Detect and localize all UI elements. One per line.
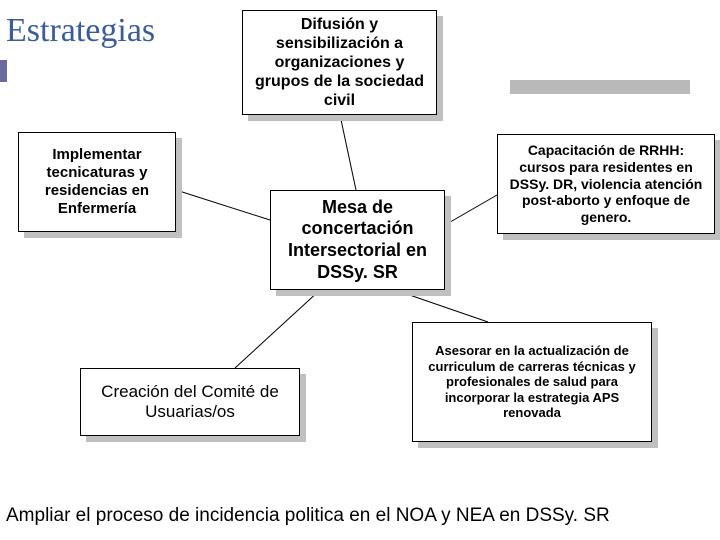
node-right: Capacitación de RRHH: cursos para reside… (497, 134, 715, 234)
page-title: Estrategias (6, 12, 155, 50)
node-bottom-left: Creación del Comité de Usuarias/os (80, 368, 300, 436)
node-right-text: Capacitación de RRHH: cursos para reside… (506, 142, 706, 226)
node-bottom-right-text: Asesorar en la actualización de curricul… (421, 343, 643, 421)
accent-bar (510, 80, 690, 94)
node-top: Difusión y sensibilización a organizacio… (242, 10, 437, 115)
node-bottom-right: Asesorar en la actualización de curricul… (412, 322, 652, 442)
node-bottom-left-text: Creación del Comité de Usuarias/os (89, 382, 291, 423)
node-left-text: Implementar tecnicaturas y residencias e… (27, 146, 167, 218)
footer-text: Ampliar el proceso de incidencia politic… (6, 505, 610, 527)
node-center: Mesa de concertación Intersectorial en D… (270, 190, 445, 290)
node-center-text: Mesa de concertación Intersectorial en D… (279, 197, 436, 283)
title-marker (0, 60, 7, 82)
node-top-text: Difusión y sensibilización a organizacio… (251, 15, 428, 111)
node-left: Implementar tecnicaturas y residencias e… (18, 132, 176, 232)
